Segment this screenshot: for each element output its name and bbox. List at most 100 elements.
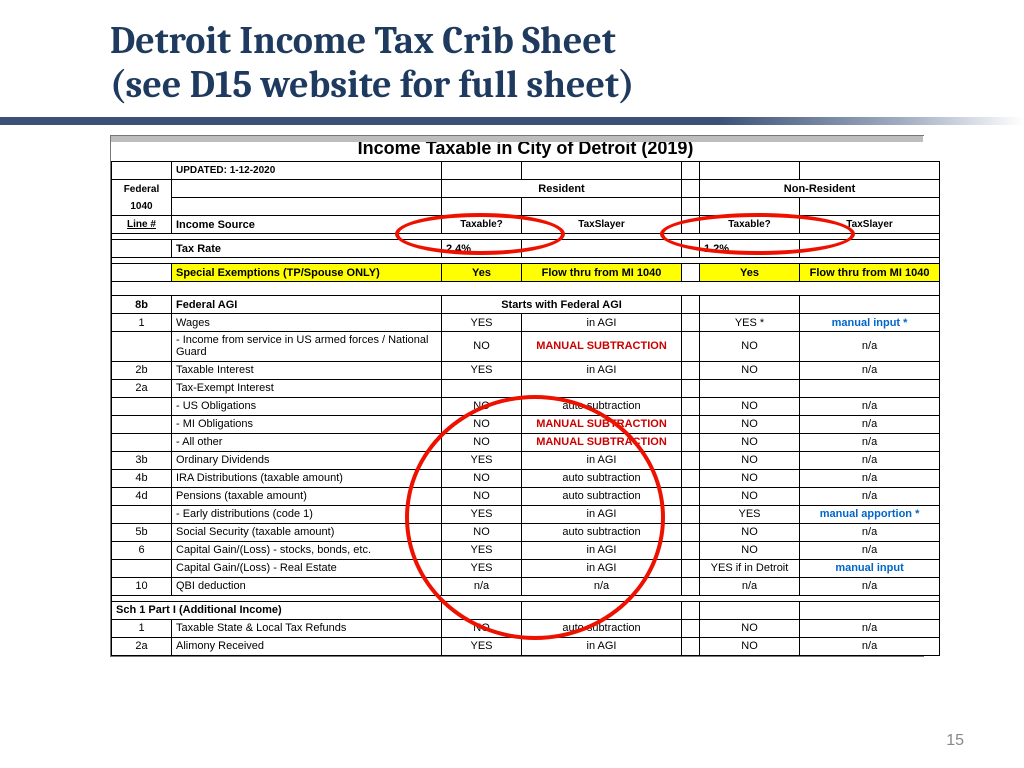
line-num: 4b <box>112 469 172 487</box>
line-num: 1 <box>112 619 172 637</box>
res-taxable: NO <box>442 332 522 361</box>
non-taxable: YES if in Detroit <box>700 559 800 577</box>
income-source: Taxable Interest <box>172 361 442 379</box>
tax-rate-label: Tax Rate <box>172 240 442 258</box>
res-taxable: YES <box>442 541 522 559</box>
special-exempt-non-yes: Yes <box>700 264 800 282</box>
taxslayer-header-non: TaxSlayer <box>800 216 940 234</box>
fed-agi-line: 8b <box>112 296 172 314</box>
non-taxslayer: manual apportion * <box>800 505 940 523</box>
non-taxable: NO <box>700 487 800 505</box>
non-taxable: NO <box>700 451 800 469</box>
res-taxable: YES <box>442 505 522 523</box>
res-taxslayer: in AGI <box>522 505 682 523</box>
federal-label-1: Federal <box>112 180 172 198</box>
non-taxslayer: n/a <box>800 433 940 451</box>
taxslayer-header-res: TaxSlayer <box>522 216 682 234</box>
tax-rate-res: 2.4% <box>442 240 522 258</box>
res-taxslayer: in AGI <box>522 451 682 469</box>
res-taxable: YES <box>442 559 522 577</box>
income-source: - All other <box>172 433 442 451</box>
line-num <box>112 559 172 577</box>
res-taxslayer: in AGI <box>522 314 682 332</box>
non-taxslayer: manual input * <box>800 314 940 332</box>
non-taxslayer: n/a <box>800 451 940 469</box>
res-taxslayer: auto subtraction <box>522 487 682 505</box>
taxable-header-non: Taxable? <box>700 216 800 234</box>
non-taxslayer: n/a <box>800 541 940 559</box>
res-taxable: NO <box>442 397 522 415</box>
title-line-2: (see D15 website for full sheet) <box>110 63 634 107</box>
non-taxable: YES <box>700 505 800 523</box>
special-exempt-non-flow: Flow thru from MI 1040 <box>800 264 940 282</box>
line-num: 5b <box>112 523 172 541</box>
title-line-1: Detroit Income Tax Crib Sheet <box>110 19 616 63</box>
res-taxable: YES <box>442 451 522 469</box>
res-taxable: NO <box>442 415 522 433</box>
special-exempt-label: Special Exemptions (TP/Spouse ONLY) <box>172 264 442 282</box>
res-taxslayer: auto subtraction <box>522 397 682 415</box>
res-taxable: YES <box>442 361 522 379</box>
line-num: 1 <box>112 314 172 332</box>
non-taxslayer: n/a <box>800 332 940 361</box>
income-source: Capital Gain/(Loss) - stocks, bonds, etc… <box>172 541 442 559</box>
income-source-header: Income Source <box>172 216 442 234</box>
line-num: 2a <box>112 637 172 655</box>
non-taxable: NO <box>700 433 800 451</box>
line-num: 6 <box>112 541 172 559</box>
line-num: 3b <box>112 451 172 469</box>
line-num-header: Line # <box>112 216 172 234</box>
income-source: - Early distributions (code 1) <box>172 505 442 523</box>
line-num: 4d <box>112 487 172 505</box>
res-taxable: NO <box>442 433 522 451</box>
line-num <box>112 415 172 433</box>
fed-agi-label: Federal AGI <box>172 296 442 314</box>
non-taxslayer <box>800 379 940 397</box>
spreadsheet-container: Income Taxable in City of Detroit (2019)… <box>110 135 924 656</box>
non-taxable: NO <box>700 469 800 487</box>
res-taxslayer: auto subtraction <box>522 619 682 637</box>
non-taxslayer: n/a <box>800 469 940 487</box>
starts-with-agi: Starts with Federal AGI <box>442 296 682 314</box>
income-source: Alimony Received <box>172 637 442 655</box>
line-num <box>112 332 172 361</box>
non-taxable: NO <box>700 541 800 559</box>
non-taxslayer: n/a <box>800 487 940 505</box>
non-taxable: YES * <box>700 314 800 332</box>
income-source: - US Obligations <box>172 397 442 415</box>
income-source: Ordinary Dividends <box>172 451 442 469</box>
res-taxable: NO <box>442 619 522 637</box>
non-taxslayer: n/a <box>800 637 940 655</box>
special-exempt-res-yes: Yes <box>442 264 522 282</box>
federal-label-2: 1040 <box>112 198 172 216</box>
res-taxslayer <box>522 379 682 397</box>
income-source: Tax-Exempt Interest <box>172 379 442 397</box>
line-num <box>112 505 172 523</box>
title-divider <box>0 117 1024 125</box>
non-taxslayer: n/a <box>800 397 940 415</box>
non-taxable: NO <box>700 332 800 361</box>
non-taxable: NO <box>700 415 800 433</box>
res-taxslayer: in AGI <box>522 541 682 559</box>
income-source: - Income from service in US armed forces… <box>172 332 442 361</box>
non-taxslayer: manual input <box>800 559 940 577</box>
line-num: 2a <box>112 379 172 397</box>
income-source: Wages <box>172 314 442 332</box>
non-taxable: NO <box>700 619 800 637</box>
res-taxable: NO <box>442 469 522 487</box>
res-taxable: NO <box>442 523 522 541</box>
non-taxable: NO <box>700 397 800 415</box>
res-taxable <box>442 379 522 397</box>
income-source: Taxable State & Local Tax Refunds <box>172 619 442 637</box>
income-source: Capital Gain/(Loss) - Real Estate <box>172 559 442 577</box>
res-taxslayer: in AGI <box>522 361 682 379</box>
non-taxslayer: n/a <box>800 361 940 379</box>
slide-title: Detroit Income Tax Crib Sheet (see D15 w… <box>0 0 1024 117</box>
non-taxable <box>700 379 800 397</box>
updated-label: UPDATED: 1-12-2020 <box>172 162 442 180</box>
page-number: 15 <box>946 732 964 750</box>
tax-table: Income Taxable in City of Detroit (2019)… <box>111 136 940 655</box>
doc-title: Income Taxable in City of Detroit (2019) <box>112 136 940 162</box>
non-taxslayer: n/a <box>800 577 940 595</box>
res-taxslayer: MANUAL SUBTRACTION <box>522 415 682 433</box>
